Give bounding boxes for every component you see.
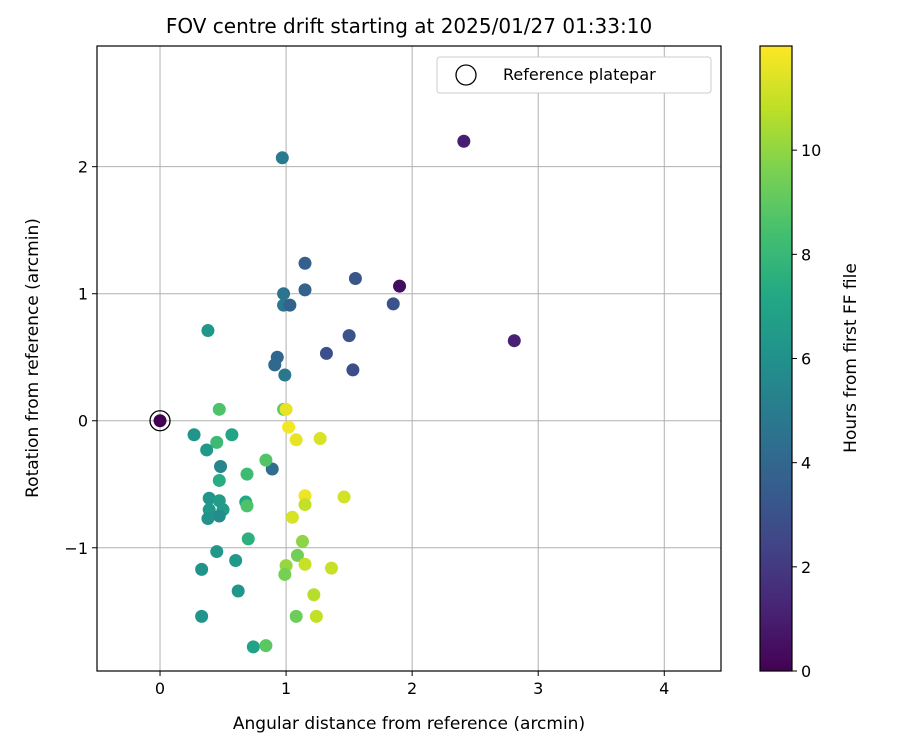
data-point [307, 588, 321, 602]
y-axis-label: Rotation from reference (arcmin) [23, 218, 43, 498]
data-point [457, 134, 471, 148]
colorbar-gradient [759, 45, 793, 672]
x-axis-label: Angular distance from reference (arcmin) [233, 714, 585, 734]
data-point [298, 256, 312, 270]
colorbar-tick-label: 8 [801, 245, 811, 264]
data-point [277, 287, 291, 301]
colorbar: 0 2 4 6 8 10 Hours from first FF file [759, 45, 861, 681]
y-tick-label: 2 [78, 158, 88, 177]
data-point [348, 271, 362, 285]
data-point [283, 298, 297, 312]
data-point [231, 584, 245, 598]
colorbar-tick-label: 6 [801, 350, 811, 369]
data-point [278, 567, 292, 581]
legend-marker [455, 64, 477, 86]
data-point [225, 428, 239, 442]
data-point [393, 279, 407, 293]
data-point [319, 346, 333, 360]
plot-frame [96, 45, 722, 672]
data-point [195, 562, 209, 576]
data-point [279, 402, 293, 416]
data-point [290, 548, 304, 562]
data-point [346, 363, 360, 377]
data-point [259, 639, 273, 653]
data-point [212, 473, 226, 487]
chart-title: FOV centre drift starting at 2025/01/27 … [166, 14, 652, 38]
x-tick-label: 2 [407, 679, 417, 698]
legend-box [436, 56, 712, 94]
colorbar-tick-label: 2 [801, 558, 811, 577]
data-point [212, 509, 226, 523]
data-point [201, 512, 215, 526]
data-point [298, 489, 312, 503]
data-point [507, 334, 521, 348]
x-tick-label: 3 [533, 679, 543, 698]
data-point [210, 545, 224, 559]
data-point [298, 557, 312, 571]
colorbar-label: Hours from first FF file [841, 263, 861, 453]
y-tick-label: 0 [78, 412, 88, 431]
data-point [275, 151, 289, 165]
data-point [313, 432, 327, 446]
colorbar-tick-label: 4 [801, 454, 811, 473]
data-point [295, 534, 309, 548]
data-point [285, 510, 299, 524]
data-point [342, 329, 356, 343]
data-point [282, 420, 296, 434]
data-point [214, 459, 228, 473]
grid-lines [97, 46, 721, 671]
data-point [278, 368, 292, 382]
data-point [268, 358, 282, 372]
data-point [240, 499, 254, 513]
legend: Reference platepar [436, 56, 712, 94]
data-point [200, 443, 214, 457]
data-point [309, 609, 323, 623]
data-point [298, 283, 312, 297]
x-tick-label: 4 [659, 679, 669, 698]
x-tick-label: 1 [281, 679, 291, 698]
data-point [240, 467, 254, 481]
data-point [202, 491, 216, 505]
reference-point [149, 410, 171, 432]
y-tick-label: 1 [78, 285, 88, 304]
data-points [187, 134, 521, 654]
data-point [229, 553, 243, 567]
data-point [187, 428, 201, 442]
colorbar-tick-label: 0 [801, 662, 811, 681]
data-point [195, 609, 209, 623]
data-point [246, 640, 260, 654]
data-point [201, 324, 215, 338]
data-point [324, 561, 338, 575]
data-point [241, 532, 255, 546]
data-point [210, 435, 224, 449]
reference-point-fill [153, 414, 167, 428]
x-tick-label: 0 [155, 679, 165, 698]
data-point [289, 609, 303, 623]
colorbar-tick-label: 10 [801, 141, 821, 160]
y-tick-label: −1 [64, 539, 88, 558]
colorbar-ticks: 0 2 4 6 8 10 [792, 141, 821, 681]
data-point [337, 490, 351, 504]
x-axis-ticks: 0 1 2 3 4 [155, 671, 669, 698]
data-point [259, 453, 273, 467]
data-point [289, 433, 303, 447]
legend-entry-reference-platepar: Reference platepar [503, 65, 656, 84]
data-point [386, 297, 400, 311]
y-axis-ticks: −1 0 1 2 [64, 158, 97, 558]
reference-point-ring [149, 410, 171, 432]
data-point [298, 498, 312, 512]
data-point [212, 402, 226, 416]
